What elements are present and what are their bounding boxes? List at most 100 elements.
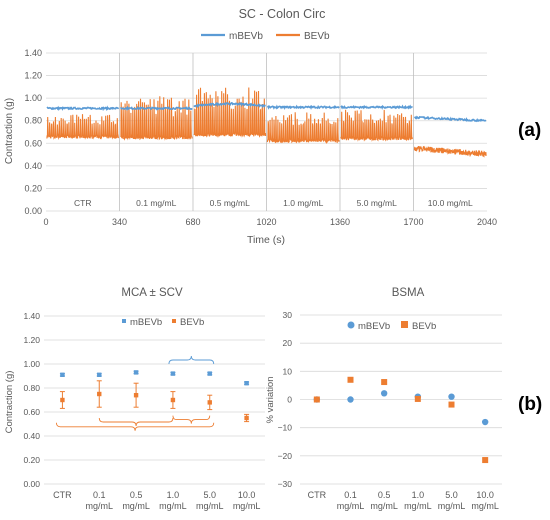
bevb-trace-line	[120, 96, 193, 141]
mbevb-trace-line	[266, 104, 340, 111]
mca-ytick-label: 1.20	[23, 335, 40, 345]
bsma-point-mbevb	[481, 418, 489, 426]
mca-point-bevb	[97, 391, 102, 397]
trace-ytick-label: 1.00	[24, 93, 42, 103]
bsma-ytick-label: 10	[283, 366, 293, 376]
trace-ytick-label: 1.40	[24, 48, 42, 58]
mca-category-label: CTR	[53, 490, 72, 500]
bsma-category-label: mg/mL	[404, 501, 432, 511]
trace-ytick-label: 0.00	[24, 206, 42, 216]
trace-xtick-label: 1020	[256, 217, 276, 227]
bevb-trace-line	[193, 87, 267, 138]
mca-category-label: mg/mL	[159, 501, 187, 511]
legend-marker-mbevb	[122, 319, 126, 323]
bsma-ytick-label: −10	[278, 423, 293, 433]
mca-ytick-label: 0.80	[23, 383, 40, 393]
trace-xtick-label: 340	[112, 217, 127, 227]
legend-label-bevb: BEVb	[180, 317, 204, 328]
trace-ylabel: Contraction (g)	[4, 98, 15, 164]
panel-label-b: (b)	[518, 394, 542, 415]
trace-xtick-label: 680	[185, 217, 200, 227]
bsma-category-label: 0.5	[378, 490, 391, 500]
mca-ytick-label: 0.00	[23, 479, 40, 489]
bsma-point-bevb	[347, 376, 354, 383]
mca-point-mbevb	[97, 372, 102, 377]
bsma-point-mbevb	[380, 390, 388, 397]
trace-segment-label: 5.0 mg/mL	[357, 198, 397, 208]
mca-ytick-label: 0.40	[23, 431, 40, 441]
trace-segment-label: 0.1 mg/mL	[136, 198, 176, 208]
bsma-ytick-label: 30	[283, 310, 293, 320]
bevb-trace-line	[340, 109, 413, 142]
mca-point-bevb	[207, 400, 212, 405]
bsma-category-label: mg/mL	[370, 501, 398, 511]
mbevb-trace-line	[119, 105, 193, 111]
legend-label-mbevb: mBEVb	[358, 321, 390, 332]
mca-ylabel: Contraction (g)	[4, 371, 15, 434]
mbevb-trace-line	[193, 101, 266, 109]
bsma-point-bevb	[448, 401, 455, 408]
bsma-ytick-label: −20	[278, 451, 293, 461]
mca-point-bevb	[244, 415, 249, 421]
trace-ytick-label: 0.60	[24, 138, 42, 148]
mca-ytick-label: 1.40	[23, 311, 40, 321]
bsma-ytick-label: 20	[283, 338, 293, 348]
mca-category-label: mg/mL	[233, 501, 261, 511]
bevb-trace-line	[266, 112, 340, 144]
mca-point-mbevb	[244, 381, 249, 386]
bsma-point-bevb	[414, 395, 421, 402]
bsma-category-label: 10.0	[476, 490, 494, 500]
bsma-title: BSMA	[392, 287, 425, 299]
legend-label-mbevb: mBEVb	[130, 317, 162, 328]
bsma-point-bevb	[381, 379, 388, 386]
mca-category-label: mg/mL	[85, 501, 113, 511]
panel-label-a: (a)	[518, 120, 541, 141]
bsma-category-label: CTR	[308, 490, 327, 500]
mca-category-label: 10.0	[238, 490, 256, 500]
bsma-category-label: mg/mL	[337, 501, 365, 511]
bsma-ytick-label: −30	[278, 479, 293, 489]
chart-marks: 0.000.200.400.600.801.001.201.400 340 680 1…	[23, 48, 502, 511]
mca-comparison-brace	[172, 415, 211, 424]
bsma-point-bevb	[482, 457, 489, 464]
trace-ytick-label: 1.20	[24, 71, 42, 81]
mca-point-mbevb	[170, 371, 176, 376]
mca-ytick-label: 0.20	[23, 455, 40, 465]
mca-comparison-brace	[98, 417, 174, 427]
mca-legend: mBEVb BEVb	[122, 317, 204, 328]
mca-point-bevb	[133, 393, 139, 398]
mca-category-label: 0.1	[93, 490, 106, 500]
bsma-point-bevb	[313, 396, 320, 403]
mca-category-label: 1.0	[167, 490, 180, 500]
trace-segment-label: 0.5 mg/mL	[210, 198, 250, 208]
bsma-point-mbevb	[347, 396, 354, 403]
trace-xtick-label: 2040	[477, 217, 497, 227]
mca-ytick-label: 1.00	[23, 359, 40, 369]
mca-ytick-label: 0.60	[23, 407, 40, 417]
bevb-trace-line	[413, 145, 487, 158]
legend-label-bevb: BEVb	[412, 321, 436, 332]
bsma-ytick-label: 0	[287, 395, 292, 405]
legend-marker-mbevb	[347, 321, 355, 329]
trace-ytick-label: 0.80	[24, 116, 42, 126]
bsma-ylabel: % variation	[265, 377, 276, 424]
mca-category-label: 5.0	[203, 490, 216, 500]
mca-point-mbevb	[207, 371, 212, 376]
bsma-category-label: mg/mL	[438, 501, 466, 511]
legend-label-mbevb: mBEVb	[229, 31, 263, 42]
trace-xlabel: Time (s)	[247, 234, 285, 246]
bsma-category-label: 1.0	[412, 490, 425, 500]
trace-segment-label: 1.0 mg/mL	[283, 198, 323, 208]
bsma-point-mbevb	[448, 393, 455, 400]
mca-comparison-brace	[55, 422, 215, 431]
trace-ytick-label: 0.20	[24, 183, 42, 193]
mca-category-label: mg/mL	[196, 501, 224, 511]
bsma-category-label: 5.0	[445, 490, 458, 500]
trace-xtick-label: 0	[43, 217, 48, 227]
bsma-legend: mBEVb BEVb	[347, 321, 436, 332]
mca-point-bevb	[170, 397, 176, 403]
trace-title: SC - Colon Circ	[239, 7, 326, 21]
legend-label-bevb: BEVb	[304, 31, 330, 42]
trace-legend: mBEVb BEVb	[201, 31, 330, 42]
